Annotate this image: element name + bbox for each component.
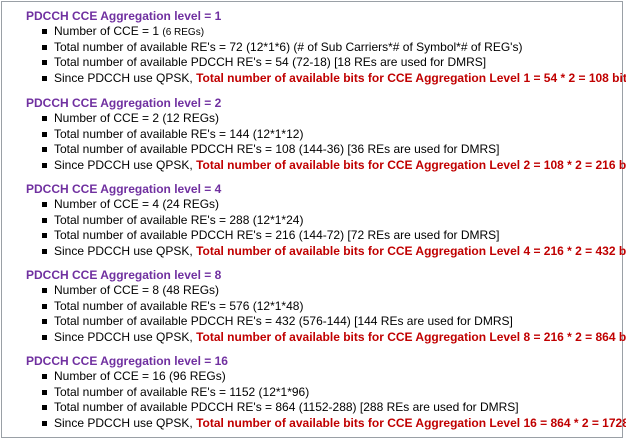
list-item-total-res: Total number of available RE's = 576 (12… (42, 299, 626, 315)
list-item-cce-count: Number of CCE = 2 (12 REGs) (42, 111, 626, 127)
list-item-total-res: Total number of available RE's = 72 (12*… (42, 40, 626, 56)
pdcch-res-text: Total number of available PDCCH RE's = 5… (54, 55, 487, 69)
total-res-text: Total number of available RE's = 288 (12… (54, 212, 304, 227)
bullet-icon (42, 405, 47, 410)
qpsk-prefix-text: Since PDCCH use QPSK, (54, 70, 197, 85)
bullet-icon (42, 116, 47, 121)
cce-count-text: Number of CCE = 2 (12 REGs) (54, 111, 220, 125)
bullet-list: Number of CCE = 1 (6 REGs) Total number … (42, 24, 626, 86)
list-item-cce-count: Number of CCE = 8 (48 REGs) (42, 283, 626, 299)
cce-count-text: Number of CCE = 8 (48 REGs) (54, 283, 220, 297)
bullet-icon (42, 420, 47, 426)
bullet-list: Number of CCE = 2 (12 REGs) Total number… (42, 111, 626, 173)
section-heading: PDCCH CCE Aggregation level = 8 (26, 268, 222, 282)
bullet-icon (42, 374, 47, 379)
bullet-list: Number of CCE = 8 (48 REGs) Total number… (42, 283, 626, 345)
qpsk-bits-text: Total number of available bits for CCE A… (196, 329, 626, 344)
qpsk-prefix-text: Since PDCCH use QPSK, (54, 415, 197, 430)
list-item-total-res: Total number of available RE's = 288 (12… (42, 213, 626, 229)
list-item-cce-count: Number of CCE = 4 (24 REGs) (42, 197, 626, 213)
bullet-icon (42, 233, 47, 238)
bullet-icon (42, 60, 47, 65)
list-item-cce-count: Number of CCE = 16 (96 REGs) (42, 369, 626, 385)
qpsk-bits-text: Total number of available bits for CCE A… (196, 415, 626, 430)
pdcch-res-text: Total number of available PDCCH RE's = 1… (54, 142, 500, 156)
total-res-text: Total number of available RE's = 72 (12*… (54, 39, 523, 54)
bullet-icon (42, 303, 47, 309)
qpsk-prefix-text: Since PDCCH use QPSK, (54, 243, 197, 258)
section-heading: PDCCH CCE Aggregation level = 1 (26, 9, 222, 23)
section-heading: PDCCH CCE Aggregation level = 4 (26, 182, 222, 196)
list-item-qpsk-bits: Since PDCCH use QPSK, Total number of av… (42, 330, 626, 346)
bullet-icon (42, 202, 47, 207)
pdcch-res-text: Total number of available PDCCH RE's = 4… (54, 314, 513, 328)
qpsk-prefix-text: Since PDCCH use QPSK, (54, 157, 197, 172)
list-item-qpsk-bits: Since PDCCH use QPSK, Total number of av… (42, 244, 626, 260)
bullet-icon (42, 44, 47, 50)
bullet-icon (42, 147, 47, 152)
section-heading: PDCCH CCE Aggregation level = 2 (26, 96, 222, 110)
list-item-pdcch-res: Total number of available PDCCH RE's = 2… (42, 228, 626, 244)
bullet-icon (42, 319, 47, 324)
bullet-list: Number of CCE = 16 (96 REGs) Total numbe… (42, 369, 626, 431)
bullet-list: Number of CCE = 4 (24 REGs) Total number… (42, 197, 626, 259)
bullet-icon (42, 75, 47, 81)
cce-count-text: Number of CCE = 16 (96 REGs) (54, 369, 226, 383)
bullet-icon (42, 248, 47, 254)
list-item-pdcch-res: Total number of available PDCCH RE's = 4… (42, 314, 626, 330)
list-item-total-res: Total number of available RE's = 1152 (1… (42, 385, 626, 401)
bullet-icon (42, 288, 47, 293)
pdcch-res-text: Total number of available PDCCH RE's = 2… (54, 228, 500, 242)
qpsk-prefix-text: Since PDCCH use QPSK, (54, 329, 197, 344)
list-item-pdcch-res: Total number of available PDCCH RE's = 1… (42, 142, 626, 158)
cce-count-text: Number of CCE = 1 (54, 24, 163, 38)
qpsk-bits-text: Total number of available bits for CCE A… (196, 157, 626, 172)
total-res-text: Total number of available RE's = 1152 (1… (54, 384, 310, 399)
total-res-text: Total number of available RE's = 144 (12… (54, 126, 304, 141)
list-item-pdcch-res: Total number of available PDCCH RE's = 8… (42, 400, 626, 416)
list-item-total-res: Total number of available RE's = 144 (12… (42, 127, 626, 143)
pdcch-res-text: Total number of available PDCCH RE's = 8… (54, 400, 519, 414)
total-res-text: Total number of available RE's = 576 (12… (54, 298, 304, 313)
list-item-cce-count: Number of CCE = 1 (6 REGs) (42, 24, 626, 40)
cce-count-text: Number of CCE = 4 (24 REGs) (54, 197, 220, 211)
bullet-icon (42, 217, 47, 223)
section-heading: PDCCH CCE Aggregation level = 16 (26, 354, 228, 368)
bullet-icon (42, 389, 47, 395)
bullet-icon (42, 131, 47, 137)
bullet-icon (42, 162, 47, 168)
list-item-pdcch-res: Total number of available PDCCH RE's = 5… (42, 55, 626, 71)
bullet-icon (42, 334, 47, 340)
cce-regs-text: (6 REGs) (162, 27, 205, 38)
bullet-icon (42, 29, 47, 34)
qpsk-bits-text: Total number of available bits for CCE A… (196, 243, 626, 258)
list-item-qpsk-bits: Since PDCCH use QPSK, Total number of av… (42, 158, 626, 174)
list-item-qpsk-bits: Since PDCCH use QPSK, Total number of av… (42, 416, 626, 432)
qpsk-bits-text: Total number of available bits for CCE A… (196, 70, 626, 85)
list-item-qpsk-bits: Since PDCCH use QPSK, Total number of av… (42, 71, 626, 87)
